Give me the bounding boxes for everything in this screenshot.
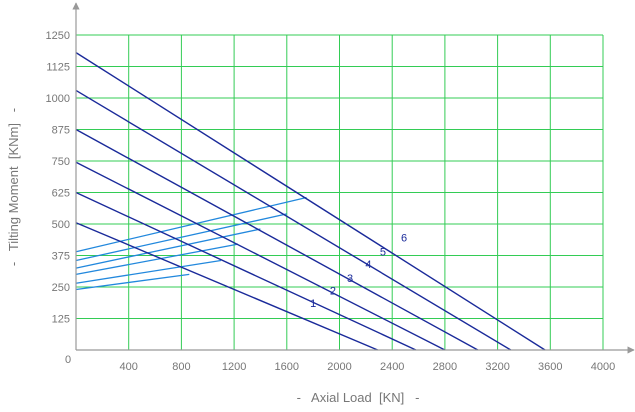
bolt-lines: [75, 196, 307, 291]
load-curve-2: [75, 191, 417, 351]
curve-label-2: 2: [330, 286, 336, 298]
y-tick-label: 625: [52, 188, 70, 200]
y-axis-title: - Tilting Moment [KNm] -: [6, 108, 21, 266]
curve-label-5: 5: [380, 247, 386, 259]
x-tick-label: 1600: [275, 361, 299, 373]
bolt-line-5: [75, 213, 287, 262]
x-tick-label: 3600: [538, 361, 562, 373]
load-curve-6: [75, 52, 546, 351]
load-curve-1: [75, 222, 378, 351]
bolt-line-2: [75, 259, 222, 284]
curve-label-1: 1: [310, 298, 316, 310]
y-tick-label: 500: [52, 219, 70, 231]
bolt-line-1: [75, 273, 190, 291]
load-curve-4: [75, 128, 479, 351]
y-tick-label: 125: [52, 314, 70, 326]
x-tick-label: 400: [120, 361, 138, 373]
y-tick-label: 875: [52, 125, 70, 137]
y-tick-label: 1000: [46, 93, 70, 105]
load-curves: 123456: [75, 52, 546, 351]
grid: [76, 34, 604, 350]
x-tick-label: 3200: [485, 361, 509, 373]
y-tick-label: 1250: [46, 30, 70, 42]
bolt-line-6: [75, 196, 307, 253]
x-axis-title: - Axial Load [KN] -: [297, 390, 420, 405]
load-curve-5: [75, 89, 512, 351]
x-tick-label: 4000: [591, 361, 615, 373]
bolt-line-4: [75, 228, 261, 269]
x-tick-label: 2000: [327, 361, 351, 373]
curve-label-6: 6: [401, 233, 407, 245]
x-tick-label: 800: [172, 361, 190, 373]
curve-label-3: 3: [347, 273, 353, 285]
tick-labels: 400 800 1200 1600 2000 2400 2800 3200 3600 400012…: [46, 30, 616, 373]
y-tick-label: 1125: [46, 62, 70, 74]
y-tick-label: 250: [52, 282, 70, 294]
x-tick-label: 2800: [433, 361, 457, 373]
x-tick-label: 1200: [222, 361, 246, 373]
y-tick-label: 750: [52, 156, 70, 168]
origin-label: 0: [65, 354, 71, 366]
bolt-line-3: [75, 243, 239, 276]
x-tick-label: 2400: [380, 361, 404, 373]
y-tick-label: 375: [52, 251, 70, 263]
load-curve-3: [75, 161, 446, 351]
